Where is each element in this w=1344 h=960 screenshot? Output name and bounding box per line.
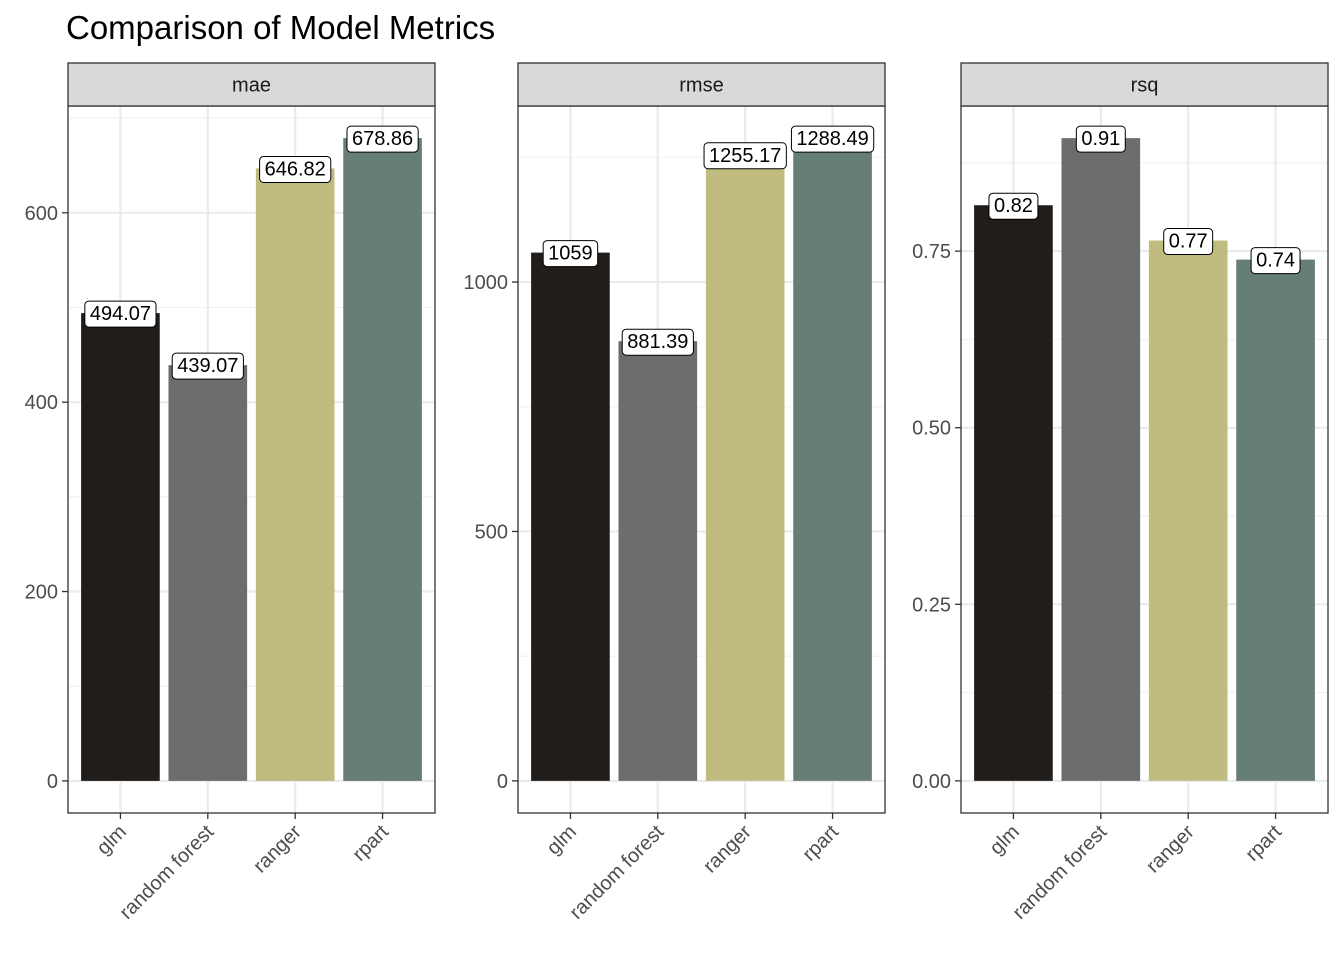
- bar-mae-random-forest: [168, 365, 248, 781]
- bar-rsq-ranger: [1148, 240, 1228, 781]
- y-tick-label: 1000: [464, 272, 509, 294]
- y-tick-label: 0.00: [912, 771, 951, 793]
- data-label: 881.39: [621, 328, 694, 356]
- x-tick-label: glm: [543, 821, 581, 859]
- facet-strip: [960, 62, 1329, 107]
- data-label-text: 881.39: [627, 331, 688, 353]
- data-label-box: [1250, 247, 1301, 275]
- data-label-text: 439.07: [177, 355, 238, 377]
- y-tick-label: 0.75: [912, 241, 951, 263]
- data-label: 1255.17: [703, 142, 787, 170]
- data-label-box: [346, 125, 419, 153]
- x-tick-label: rpart: [1241, 821, 1286, 866]
- data-label-text: 0.77: [1169, 231, 1208, 253]
- y-tick-label: 0: [497, 771, 508, 793]
- data-label: 0.77: [1163, 228, 1214, 256]
- data-label-text: 646.82: [265, 158, 326, 180]
- y-tick-label: 200: [25, 582, 58, 604]
- panel-rmse: 1059881.391255.171288.49rmse05001000glmr…: [464, 62, 886, 924]
- data-label-text: 0.82: [994, 195, 1033, 217]
- data-label: 0.82: [988, 192, 1039, 220]
- data-label-box: [542, 240, 599, 268]
- data-label: 0.91: [1075, 125, 1126, 153]
- bar-rmse-glm: [531, 252, 610, 781]
- bar-rmse-ranger: [705, 154, 785, 781]
- data-label: 1288.49: [790, 125, 875, 153]
- chart-title: Comparison of Model Metrics: [66, 9, 495, 46]
- x-tick-label: ranger: [249, 821, 306, 878]
- x-tick-label: rpart: [798, 821, 843, 866]
- bar-mae-rpart: [343, 138, 422, 781]
- data-label-text: 1288.49: [796, 128, 868, 150]
- data-label-text: 678.86: [352, 128, 413, 150]
- facet-strip-label: rmse: [679, 75, 723, 97]
- panel-mae: 494.07 439.07 646.82 678.86 mae 0 200 400 600 glm…: [25, 62, 436, 924]
- data-label: 439.07: [171, 352, 244, 380]
- x-tick-label: random forest: [566, 821, 669, 924]
- data-label: 678.86: [346, 125, 419, 153]
- data-label-text: 1059: [548, 243, 593, 265]
- data-label-text: 0.74: [1256, 250, 1295, 272]
- x-tick-label: ranger: [699, 821, 756, 878]
- data-label: 494.07: [84, 300, 157, 328]
- data-label-box: [621, 328, 694, 356]
- facet-strip-label: rsq: [1131, 75, 1159, 97]
- bar-rmse-rpart: [793, 138, 872, 781]
- data-label-box: [259, 155, 332, 183]
- y-tick-label: 400: [25, 392, 58, 414]
- y-tick-label: 500: [475, 521, 508, 543]
- bar-rsq-glm: [974, 205, 1053, 781]
- y-tick-label: 0.25: [912, 594, 951, 616]
- data-label-text: 494.07: [90, 303, 151, 325]
- data-label-text: 0.91: [1081, 128, 1120, 150]
- x-tick-label: glm: [986, 821, 1024, 859]
- facet-strip: [67, 62, 436, 107]
- x-tick-label: random forest: [116, 821, 219, 924]
- data-label-box: [84, 300, 157, 328]
- data-label: 0.74: [1250, 247, 1301, 275]
- facet-strip: [517, 62, 886, 107]
- x-tick-label: rpart: [348, 821, 393, 866]
- panel-rsq: 0.820.910.770.74rsq0.000.250.500.75glmra…: [912, 62, 1329, 924]
- data-label-box: [703, 142, 787, 170]
- bar-mae-glm: [81, 313, 160, 781]
- bar-rsq-rpart: [1236, 259, 1315, 781]
- bar-mae-ranger: [255, 168, 335, 781]
- bar-rmse-random-forest: [618, 341, 698, 781]
- data-label-box: [988, 192, 1039, 220]
- facet-panels: 494.07 439.07 646.82 678.86 mae 0 200 400 600 glm…: [25, 62, 1329, 924]
- bar-rsq-random-forest: [1061, 138, 1141, 781]
- x-tick-label: glm: [93, 821, 131, 859]
- data-label: 1059: [542, 240, 599, 268]
- x-tick-label: ranger: [1142, 821, 1199, 878]
- x-tick-label: random forest: [1009, 821, 1112, 924]
- y-tick-label: 600: [25, 203, 58, 225]
- data-label: 646.82: [259, 155, 332, 183]
- data-label-box: [171, 352, 244, 380]
- data-label-box: [1163, 228, 1214, 256]
- data-label-box: [790, 125, 875, 153]
- data-label-text: 1255.17: [709, 145, 781, 167]
- facet-strip-label: mae: [232, 75, 271, 97]
- y-tick-label: 0.50: [912, 418, 951, 440]
- data-label-box: [1075, 125, 1126, 153]
- y-tick-label: 0: [47, 771, 58, 793]
